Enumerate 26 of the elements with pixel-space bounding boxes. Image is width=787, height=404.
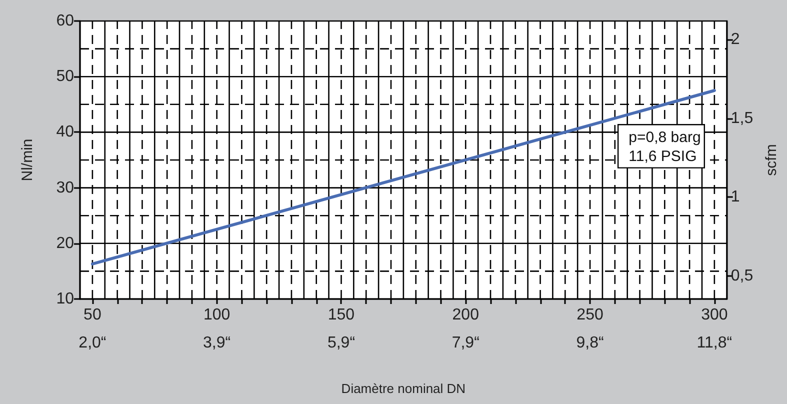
y2-axis-title: scfm — [763, 144, 780, 176]
y2-tick-label: 0,5 — [730, 267, 754, 284]
y-tick-label: 40 — [56, 124, 74, 141]
y-axis-title: Nl/min — [19, 138, 36, 182]
x2-tick-label: 9,8“ — [576, 334, 604, 352]
annotation: p=0,8 barg 11,6 PSIG — [628, 129, 701, 166]
y-tick-label: 20 — [56, 234, 74, 252]
x2-tick-label: 11,8“ — [696, 334, 732, 352]
x2-tick-label: 7,9“ — [452, 334, 480, 352]
y-tick-label: 50 — [56, 68, 74, 86]
x-tick-label: 150 — [328, 306, 355, 324]
y-tick-label: 10 — [56, 290, 74, 308]
x-tick-label: 200 — [452, 306, 480, 324]
y2-tick-label: 2 — [730, 31, 740, 48]
x-axis-title: Diamètre nominal DN — [341, 381, 466, 396]
x-tick-label: 300 — [701, 306, 728, 324]
x2-tick-label: 3,9“ — [203, 334, 231, 352]
x-tick-label: 50 — [84, 306, 102, 324]
y-tick-label: 60 — [56, 12, 74, 30]
x2-tick-label: 5,9“ — [327, 334, 356, 352]
x-tick-label: 100 — [203, 306, 230, 324]
y2-tick-label: 1,5 — [730, 110, 754, 127]
x-tick-label: 250 — [576, 306, 604, 324]
x2-tick-label: 2,0“ — [78, 334, 106, 352]
y-tick-label: 30 — [56, 179, 74, 196]
y2-tick-label: 1 — [730, 188, 740, 206]
